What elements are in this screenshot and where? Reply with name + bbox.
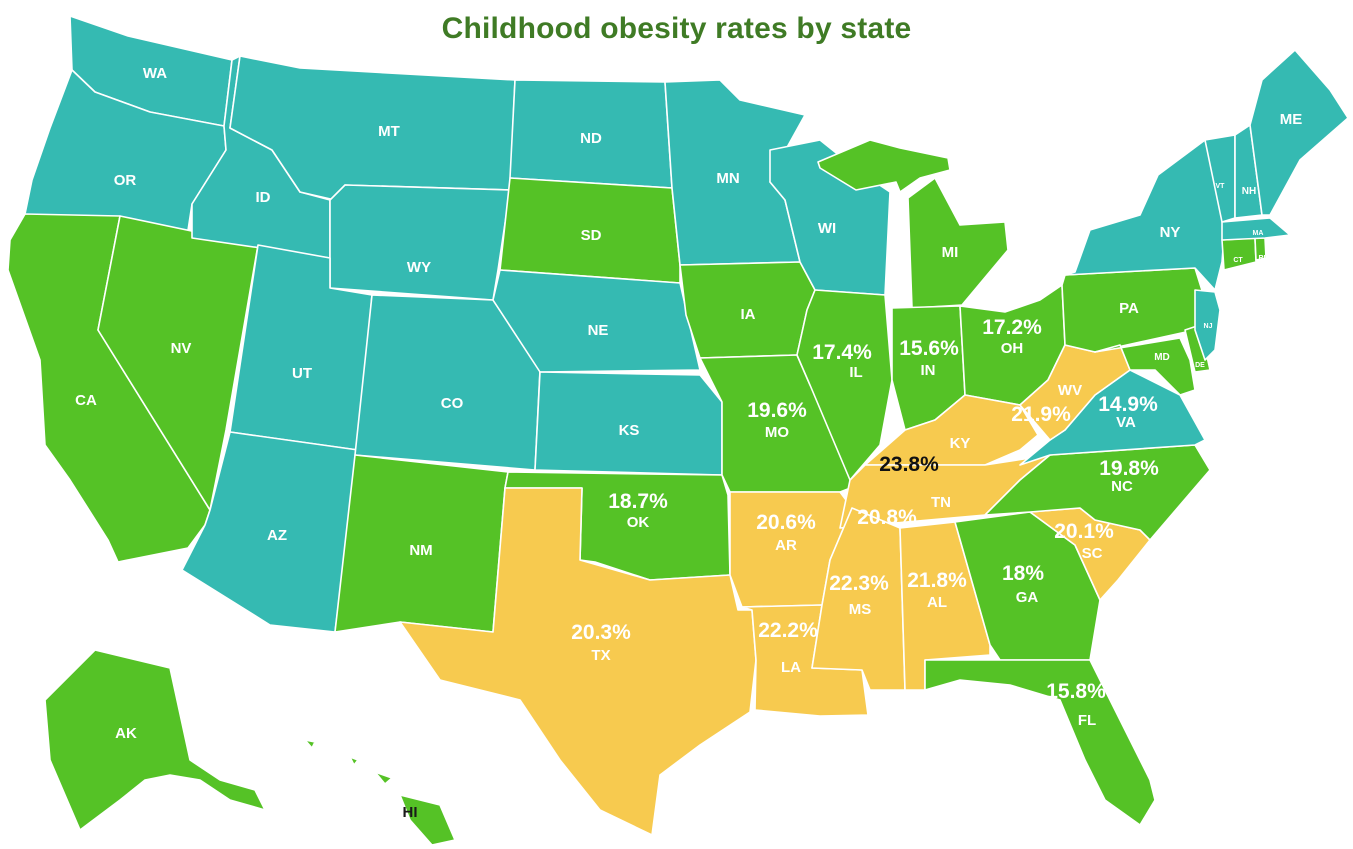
- state-label-al: AL: [927, 594, 947, 611]
- rate-label-tx: 20.3%: [571, 621, 631, 644]
- state-label-or: OR: [114, 172, 137, 189]
- state-label-co: CO: [441, 395, 464, 412]
- rate-label-nc: 19.8%: [1099, 457, 1159, 480]
- state-label-ut: UT: [292, 365, 312, 382]
- state-ct: [1221, 237, 1257, 271]
- state-tx: [399, 487, 757, 836]
- rate-label-sc: 20.1%: [1054, 520, 1114, 543]
- state-label-id: ID: [256, 189, 271, 206]
- state-label-mt: MT: [378, 123, 400, 140]
- state-nc: [984, 444, 1211, 541]
- state-label-ga: GA: [1016, 589, 1039, 606]
- state-label-nd: ND: [580, 130, 602, 147]
- state-nj: [1194, 289, 1221, 361]
- rate-label-tn: 20.8%: [857, 506, 917, 529]
- state-label-tx: TX: [591, 647, 610, 664]
- state-label-ne: NE: [588, 322, 609, 339]
- state-label-ca: CA: [75, 392, 97, 409]
- state-label-oh: OH: [1001, 340, 1024, 357]
- state-label-me: ME: [1280, 111, 1303, 128]
- state-label-vt: VT: [1216, 183, 1226, 190]
- state-label-ri: RI: [1259, 255, 1266, 262]
- rate-label-al: 21.8%: [907, 569, 967, 592]
- state-label-ma: MA: [1253, 230, 1264, 237]
- state-me: [1249, 49, 1349, 216]
- state-ak: [44, 649, 266, 831]
- rate-label-ok: 18.7%: [608, 490, 668, 513]
- state-label-ar: AR: [775, 537, 797, 554]
- rate-label-in: 15.6%: [899, 337, 959, 360]
- rate-label-ga: 18%: [1002, 562, 1044, 585]
- state-label-nh: NH: [1242, 186, 1256, 197]
- rate-label-fl: 15.8%: [1046, 680, 1106, 703]
- state-label-wy: WY: [407, 259, 431, 276]
- state-label-nm: NM: [409, 542, 432, 559]
- state-label-de: DE: [1195, 362, 1205, 369]
- state-label-sc: SC: [1082, 545, 1103, 562]
- state-md: [1094, 337, 1196, 396]
- state-label-wi: WI: [818, 220, 836, 237]
- state-hi: [304, 739, 456, 846]
- state-label-mi: MI: [942, 244, 959, 261]
- state-fl: [924, 659, 1156, 826]
- state-wy: [329, 184, 511, 301]
- state-label-la: LA: [781, 659, 801, 676]
- state-label-ks: KS: [619, 422, 640, 439]
- state-label-sd: SD: [581, 227, 602, 244]
- state-label-ky: KY: [950, 435, 971, 452]
- state-label-mo: MO: [765, 424, 789, 441]
- rate-label-mo: 19.6%: [747, 399, 807, 422]
- rate-label-oh: 17.2%: [982, 316, 1042, 339]
- state-label-ok: OK: [627, 514, 650, 531]
- rate-label-ms: 22.3%: [829, 572, 889, 595]
- state-label-wv: WV: [1058, 382, 1082, 399]
- state-label-ny: NY: [1160, 224, 1181, 241]
- state-label-va: VA: [1116, 414, 1136, 431]
- map-title: Childhood obesity rates by state: [441, 12, 912, 45]
- state-label-ms: MS: [849, 601, 872, 618]
- state-label-md: MD: [1154, 352, 1170, 363]
- state-sd: [499, 177, 681, 284]
- state-label-ak: AK: [115, 725, 137, 742]
- rate-label-la: 22.2%: [758, 619, 818, 642]
- state-label-tn: TN: [931, 494, 951, 511]
- state-label-az: AZ: [267, 527, 287, 544]
- state-label-in: IN: [921, 362, 936, 379]
- rate-label-il: 17.4%: [812, 341, 872, 364]
- state-label-fl: FL: [1078, 712, 1096, 729]
- rate-label-wv: 21.9%: [1011, 403, 1071, 426]
- state-label-mn: MN: [716, 170, 739, 187]
- state-ne: [492, 269, 701, 373]
- state-label-pa: PA: [1119, 300, 1139, 317]
- state-ma: [1221, 217, 1291, 241]
- state-label-ia: IA: [741, 306, 756, 323]
- state-ny: [1064, 139, 1226, 291]
- state-label-hi: HI: [403, 804, 418, 821]
- state-label-nj: NJ: [1204, 323, 1213, 330]
- state-label-wa: WA: [143, 65, 167, 82]
- state-label-il: IL: [849, 364, 862, 381]
- state-label-nc: NC: [1111, 478, 1133, 495]
- state-label-ct: CT: [1233, 257, 1243, 264]
- rate-label-ky: 23.8%: [879, 453, 939, 476]
- state-label-nv: NV: [171, 340, 192, 357]
- rate-label-ar: 20.6%: [756, 511, 816, 534]
- rate-label-va: 14.9%: [1098, 393, 1158, 416]
